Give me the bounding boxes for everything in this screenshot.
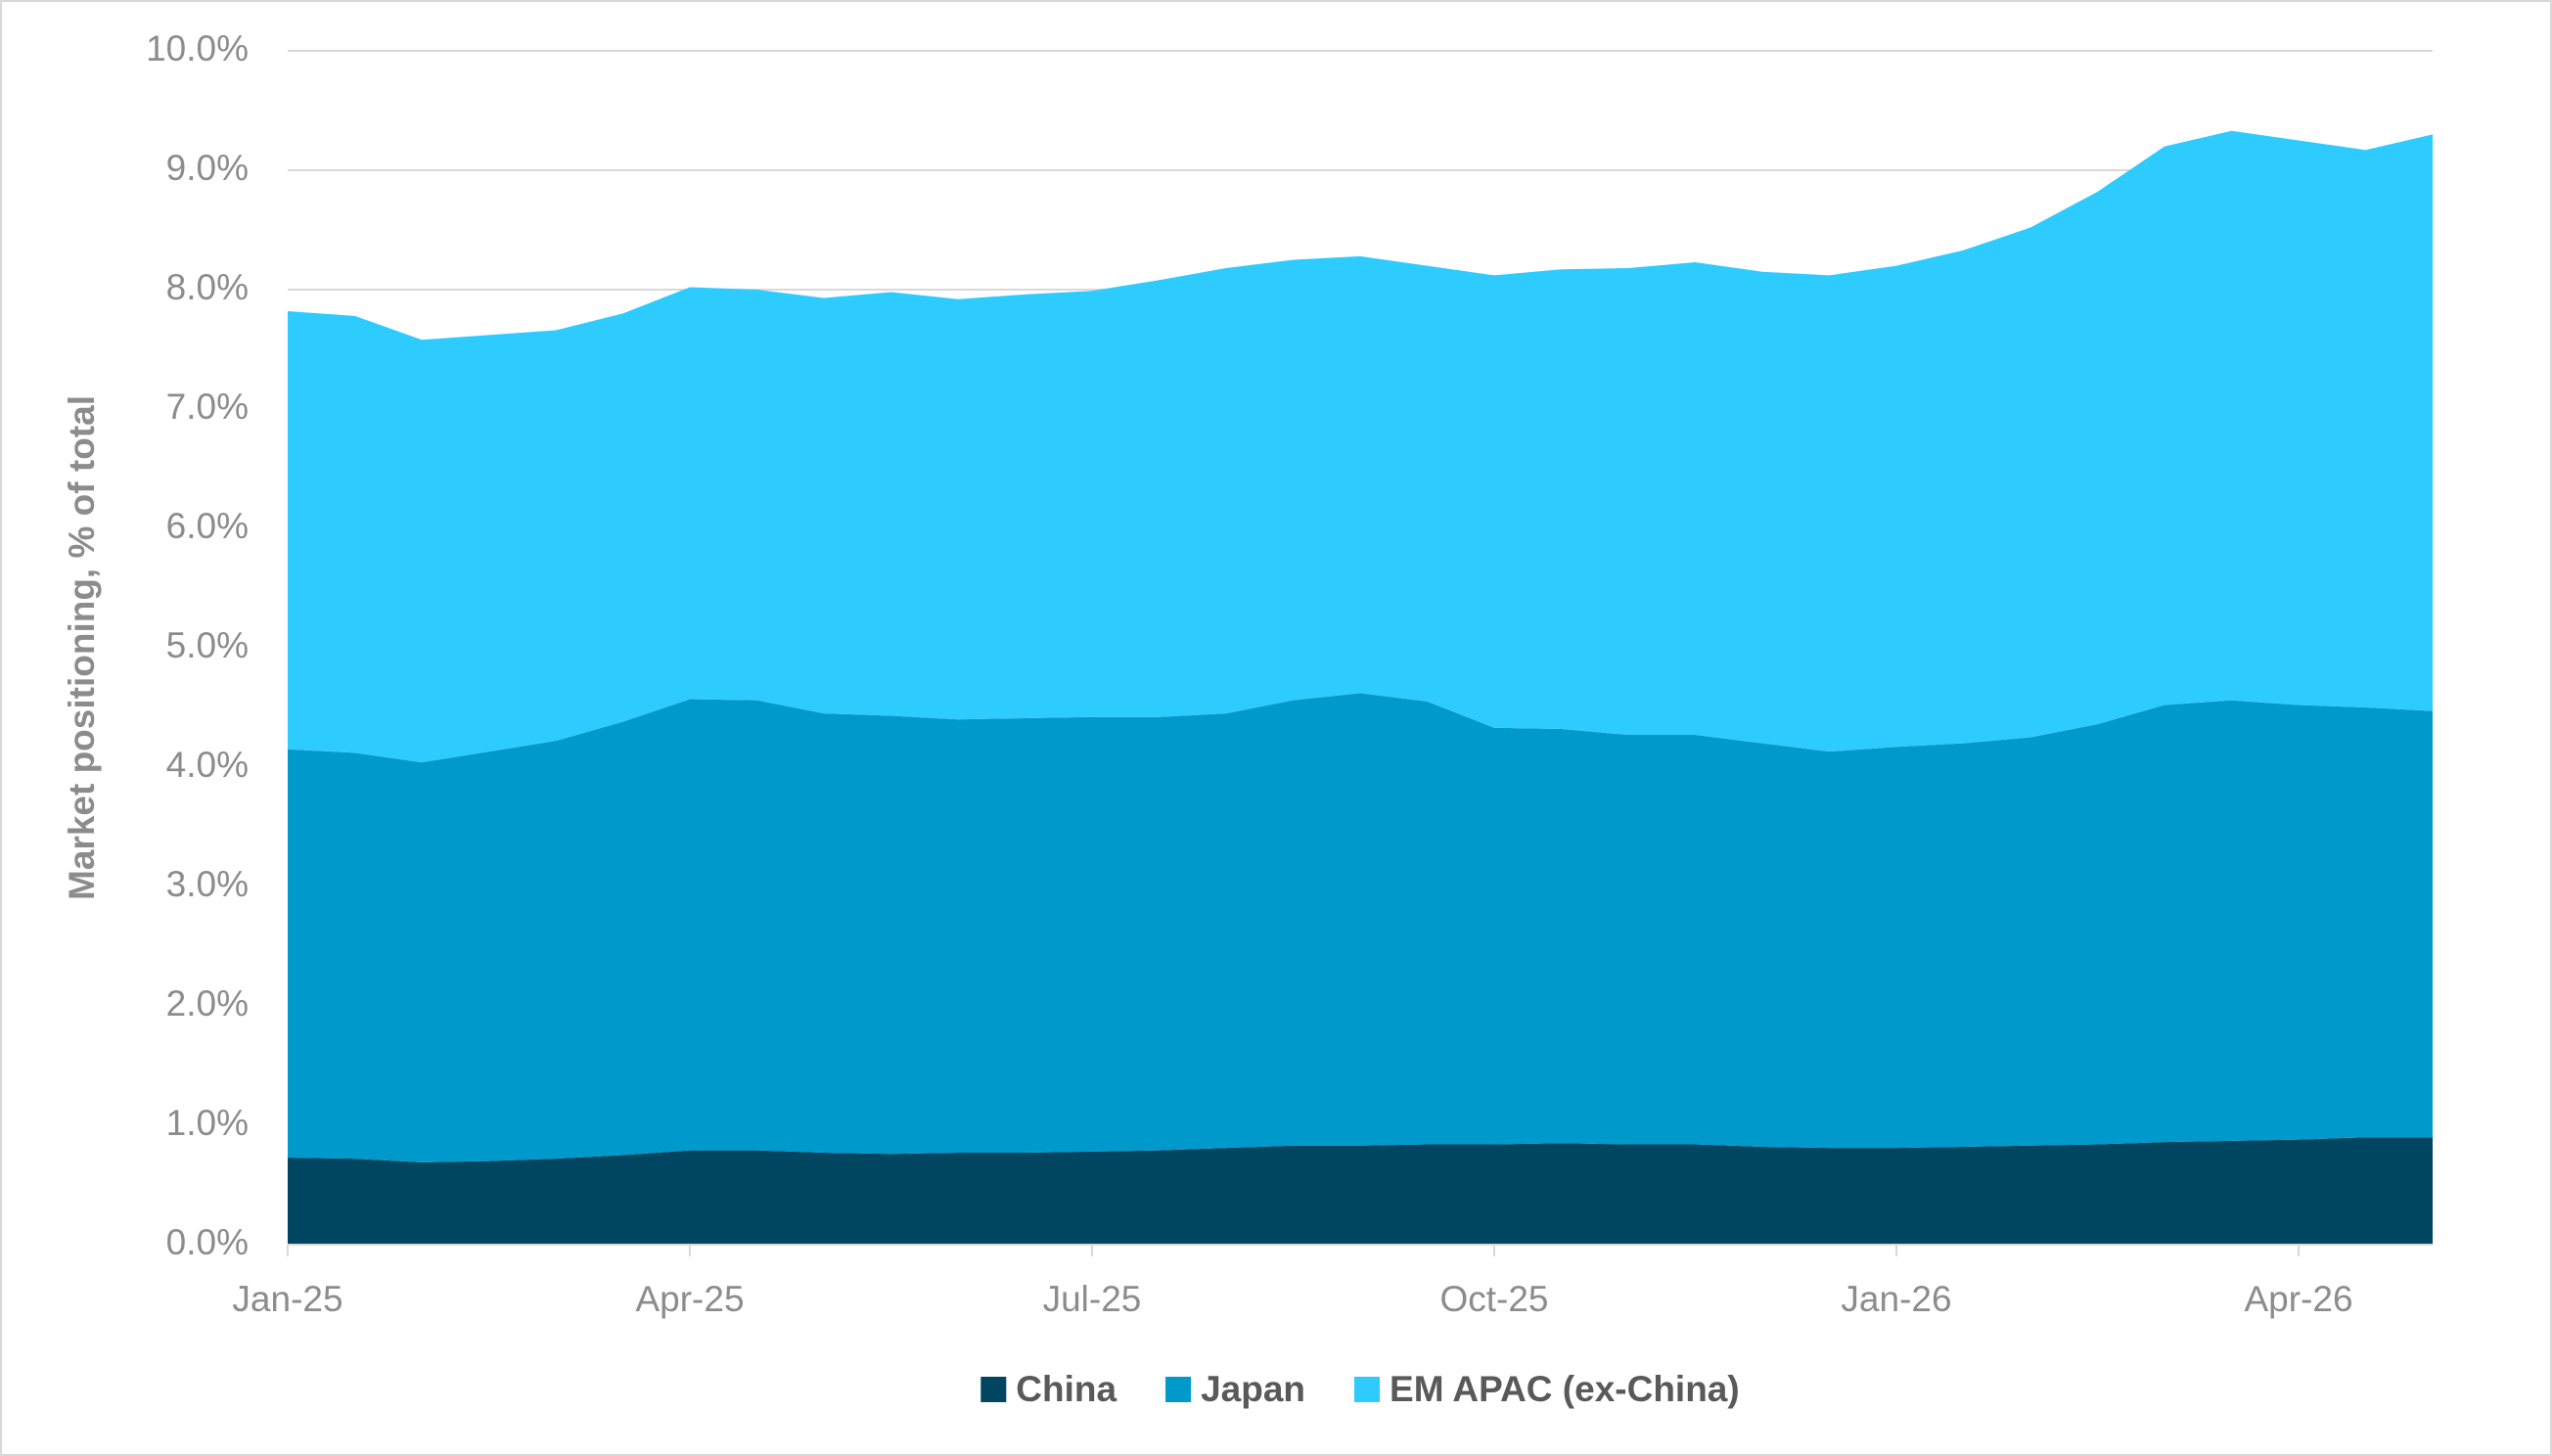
legend-item: China [980, 1369, 1116, 1409]
x-tick-label: Apr-25 [635, 1279, 744, 1319]
y-axis-title: Market positioning, % of total [62, 395, 102, 900]
y-tick-label: 3.0% [166, 864, 249, 904]
area [288, 130, 2433, 763]
legend-swatch [980, 1377, 1007, 1402]
x-tick-label: Jul-25 [1043, 1279, 1142, 1319]
y-tick-label: 9.0% [166, 148, 249, 188]
y-tick-label: 7.0% [166, 387, 249, 427]
y-tick-label: 1.0% [166, 1103, 249, 1143]
y-tick-label: 0.0% [166, 1222, 249, 1262]
legend-swatch [1165, 1377, 1192, 1402]
y-tick-label: 2.0% [166, 983, 249, 1024]
x-tick-label: Jan-25 [232, 1279, 342, 1319]
y-tick-label: 6.0% [166, 506, 249, 546]
y-tick-label: 8.0% [166, 267, 249, 307]
legend-label: Japan [1201, 1369, 1305, 1409]
x-tick-label: Jan-26 [1841, 1279, 1951, 1319]
y-tick-label: 10.0% [146, 28, 249, 68]
legend-label: China [1016, 1369, 1116, 1409]
x-tick-label: Apr-26 [2244, 1279, 2352, 1319]
legend-label: EM APAC (ex-China) [1390, 1369, 1740, 1409]
y-tick-label: 5.0% [166, 625, 249, 665]
y-tick-label: 4.0% [166, 745, 249, 785]
legend-item: Japan [1165, 1369, 1305, 1409]
x-tick-label: Oct-25 [1439, 1279, 1548, 1319]
legend-item: EM APAC (ex-China) [1354, 1369, 1740, 1409]
legend: China Japan EM APAC (ex-China) [980, 1369, 1740, 1409]
legend-swatch [1354, 1377, 1381, 1402]
area [288, 1137, 2433, 1245]
area [288, 693, 2433, 1162]
